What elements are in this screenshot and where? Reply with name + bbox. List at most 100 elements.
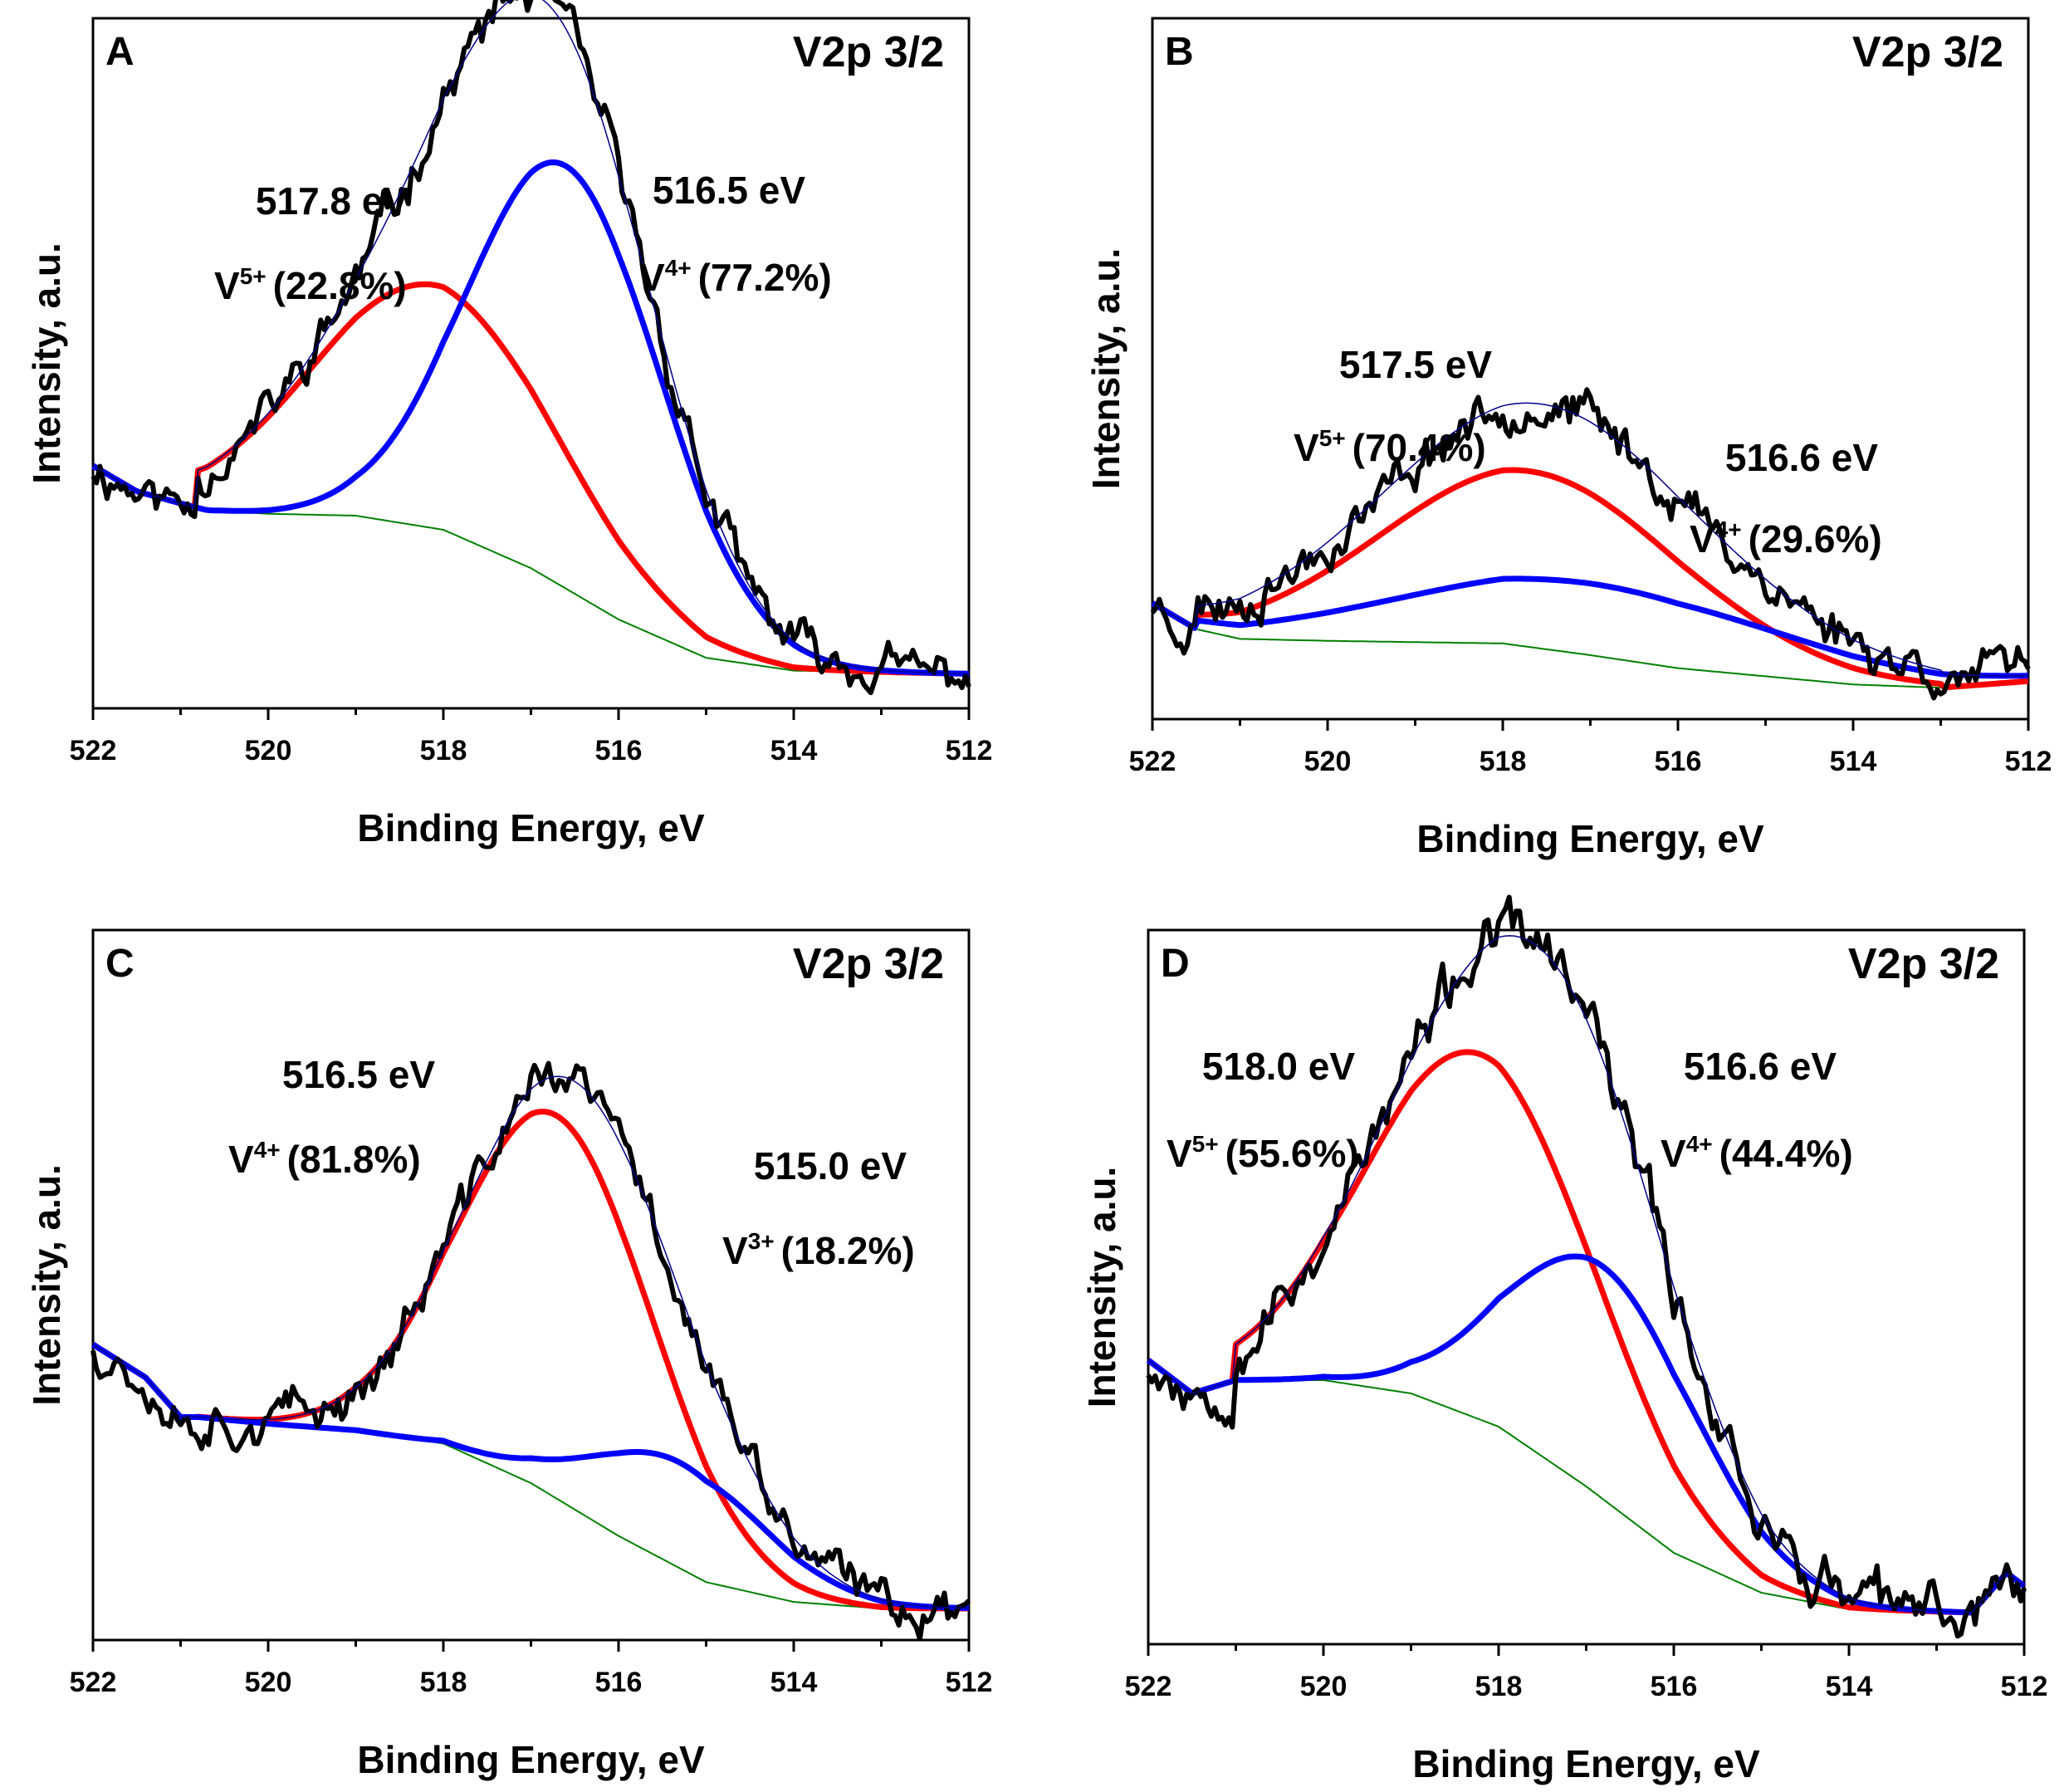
panel-letter: A [105, 30, 135, 74]
chart-title: V2p 3/2 [1848, 940, 1999, 988]
ion-percent: (44.4%) [1719, 1132, 1853, 1175]
ion-symbol: V [1661, 1132, 1686, 1175]
y-axis-label: Intensity, a.u. [1080, 1167, 1123, 1408]
ion-charge: 4+ [1686, 1131, 1713, 1157]
peak-energy-label: 518.0 eV [1202, 1045, 1355, 1088]
component-curve-red [1146, 1049, 2027, 1616]
chart-title: V2p 3/2 [793, 28, 944, 76]
peak-energy-label: 515.0 eV [754, 1144, 907, 1187]
ion-percent: (22.8%) [273, 264, 407, 307]
x-tick-label: 520 [1300, 1671, 1348, 1702]
ion-percent: (29.6%) [1749, 517, 1882, 561]
ion-symbol: V [1294, 426, 1319, 469]
measured-spectrum [1146, 894, 2027, 1639]
oxidation-state-label: V3+ (18.2%) [722, 1228, 915, 1272]
oxidation-state-label: V4+ (77.2%) [639, 255, 832, 299]
panel-D: 522 520 518 516 514 512 Binding Energy, eV Inte… [1080, 894, 2048, 1785]
ion-charge: 4+ [1715, 517, 1742, 542]
panel-letter: D [1161, 942, 1190, 986]
ion-percent: (70.4%) [1352, 426, 1486, 469]
envelope-fit [1152, 402, 2028, 677]
x-tick-label: 516 [595, 1667, 643, 1698]
panel-C: 522 520 518 516 514 512 Binding Energy, eV Inte… [25, 928, 993, 1781]
envelope-fit [1147, 935, 2025, 1613]
panel-letter: C [105, 942, 135, 986]
plot-frame [1151, 17, 2030, 721]
x-tick-label: 514 [770, 1667, 818, 1698]
ion-symbol: V [639, 256, 665, 299]
y-axis-label: Intensity, a.u. [1084, 248, 1127, 490]
plot-frame [91, 928, 971, 1642]
envelope-fit [92, 1075, 970, 1609]
x-axis-label: Binding Energy, eV [1416, 817, 1764, 860]
peak-energy-label: 517.8 eV [256, 179, 408, 223]
measured-spectrum [1150, 387, 2031, 701]
oxidation-state-label: V5+ (55.6%) [1167, 1131, 1359, 1175]
x-tick-label: 516 [1655, 746, 1702, 777]
background-line [1147, 1359, 2025, 1614]
peak-energy-label: 517.5 eV [1339, 343, 1492, 386]
background-line [92, 465, 969, 675]
ion-symbol: V [214, 264, 240, 307]
x-tick-label: 520 [245, 735, 292, 766]
ion-percent: (55.6%) [1225, 1132, 1359, 1175]
x-tick-label: 512 [2005, 746, 2052, 777]
measured-spectrum [90, 1060, 971, 1642]
x-tick-label: 516 [1651, 1671, 1698, 1702]
component-curve-blue [91, 1342, 970, 1611]
ion-percent: (81.8%) [287, 1138, 421, 1181]
peak-energy-label: 516.6 eV [1684, 1045, 1837, 1088]
oxidation-state-label: V5+ (22.8%) [214, 263, 407, 307]
y-axis-label: Intensity, a.u. [25, 1164, 68, 1406]
background-line [1152, 602, 2029, 689]
ion-charge: 4+ [254, 1137, 281, 1163]
x-tick-label: 518 [1480, 746, 1527, 777]
x-tick-label: 514 [770, 735, 818, 766]
component-curve-red [1151, 467, 2029, 691]
background-line [92, 1344, 969, 1609]
y-axis-label: Intensity, a.u. [25, 242, 68, 484]
panel-letter: B [1165, 30, 1194, 74]
component-curve-blue [1151, 575, 2028, 679]
x-tick-label: 512 [946, 1667, 993, 1698]
peak-energy-label: 516.5 eV [282, 1053, 435, 1096]
oxidation-state-label: V4+ (44.4%) [1661, 1131, 1853, 1175]
x-tick-label: 522 [1129, 746, 1176, 777]
ion-charge: 5+ [240, 263, 267, 289]
panel-A: 522 520 518 516 514 512 Binding Energy, eV Inte… [25, 0, 992, 849]
x-tick-label: 522 [1125, 1671, 1172, 1702]
x-tick-label: 518 [420, 1667, 467, 1698]
ion-symbol: V [1167, 1132, 1192, 1175]
component-curve-blue [1146, 1253, 2027, 1616]
ion-symbol: V [1690, 517, 1715, 561]
ion-charge: 4+ [665, 255, 692, 281]
chart-title: V2p 3/2 [1852, 28, 2003, 76]
x-tick-label: 520 [245, 1667, 292, 1698]
ion-symbol: V [228, 1138, 254, 1181]
peak-energy-label: 516.5 eV [653, 169, 805, 212]
x-tick-label: 522 [70, 735, 117, 766]
x-tick-label: 512 [2001, 1671, 2048, 1702]
ion-charge: 3+ [748, 1228, 775, 1254]
x-tick-label: 520 [1304, 746, 1352, 777]
x-axis-label: Binding Energy, eV [1412, 1742, 1760, 1785]
oxidation-state-label: V4+ (29.6%) [1690, 517, 1882, 561]
panel-B: 522 520 518 516 514 512 Binding Energy, eV Inte… [1084, 17, 2052, 860]
plot-frame [91, 17, 971, 710]
x-tick-label: 522 [70, 1667, 117, 1698]
x-tick-label: 518 [420, 735, 467, 766]
ion-charge: 5+ [1319, 425, 1346, 451]
x-tick-label: 516 [595, 735, 643, 766]
ion-percent: (18.2%) [781, 1229, 915, 1272]
ion-charge: 5+ [1192, 1131, 1219, 1157]
x-axis-label: Binding Energy, eV [357, 1738, 705, 1781]
chart-title: V2p 3/2 [793, 940, 944, 988]
component-curve-blue [91, 159, 970, 677]
peak-energy-label: 516.6 eV [1725, 436, 1878, 479]
oxidation-state-label: V5+ (70.4%) [1294, 425, 1486, 469]
x-tick-label: 514 [1826, 1671, 1873, 1702]
ion-percent: (77.2%) [698, 256, 832, 299]
envelope-fit [92, 0, 970, 675]
x-tick-label: 512 [946, 735, 993, 766]
